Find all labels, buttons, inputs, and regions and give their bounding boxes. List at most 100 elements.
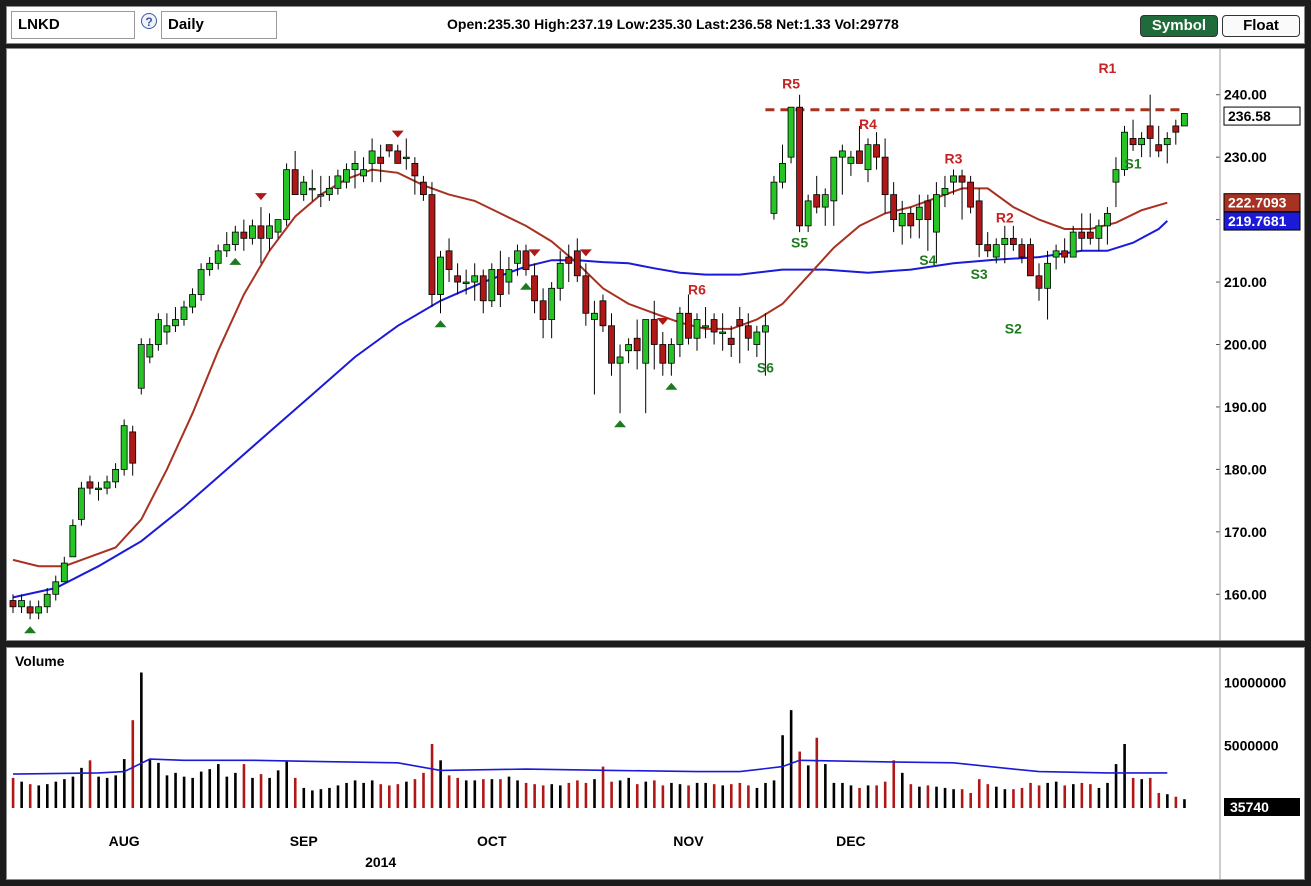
- candle: [172, 307, 179, 333]
- symbol-button[interactable]: Symbol: [1140, 15, 1218, 37]
- volume-bar: [832, 782, 836, 808]
- volume-bar: [901, 772, 904, 808]
- candle: [240, 219, 248, 251]
- candle: [112, 463, 119, 489]
- candle: [1061, 238, 1069, 264]
- candle: [505, 257, 513, 295]
- question-circle-icon[interactable]: ?: [141, 13, 157, 29]
- candle-body: [1027, 244, 1034, 277]
- candle: [377, 144, 385, 183]
- resistance-label: R5: [782, 75, 800, 91]
- candle: [103, 475, 111, 495]
- candle: [231, 225, 239, 251]
- candle: [69, 519, 77, 558]
- candle: [1027, 238, 1034, 277]
- symbol-input[interactable]: LNKD: [11, 11, 135, 39]
- candle: [890, 182, 898, 233]
- volume-bar: [165, 775, 169, 808]
- candle: [1009, 225, 1017, 251]
- candle-body: [317, 194, 325, 197]
- candle-body: [154, 319, 162, 345]
- candle-body: [659, 344, 667, 364]
- volume-bar: [148, 759, 152, 808]
- candle-body: [873, 144, 880, 158]
- period-select[interactable]: Daily: [161, 11, 277, 39]
- candle-body: [334, 175, 342, 189]
- volume-bar: [46, 784, 49, 808]
- resistance-label: R4: [859, 116, 877, 132]
- candle: [967, 175, 974, 214]
- volume-bar: [695, 782, 699, 808]
- volume-bar: [242, 764, 246, 808]
- volume-bar: [644, 781, 648, 808]
- volume-bar: [618, 780, 622, 808]
- candle-body: [43, 593, 51, 608]
- candle: [710, 313, 718, 345]
- volume-bar: [584, 782, 588, 808]
- candle-body: [582, 275, 590, 314]
- candle-body: [719, 331, 727, 334]
- candle: [573, 238, 581, 283]
- candle-body: [685, 312, 692, 339]
- y-tick-label: 240.00: [1224, 87, 1267, 103]
- candle-body: [924, 200, 932, 221]
- candle-body: [445, 250, 453, 270]
- volume-bar: [524, 782, 528, 808]
- candle: [1155, 125, 1163, 158]
- volume-bar: [1140, 779, 1143, 808]
- candle-body: [1069, 231, 1077, 258]
- volume-bar: [627, 777, 630, 808]
- candle: [1044, 250, 1051, 320]
- price-chart-panel: 240.00230.00220.00210.00200.00190.00180.…: [6, 48, 1305, 641]
- volume-bar: [1106, 782, 1109, 808]
- candle: [1069, 225, 1077, 258]
- volume-bar: [670, 782, 673, 808]
- candle-body: [103, 481, 111, 489]
- candle: [975, 188, 983, 258]
- candle: [659, 332, 667, 376]
- candle-body: [496, 269, 504, 295]
- candle: [1018, 238, 1026, 264]
- volume-bar: [1148, 777, 1152, 808]
- candle-body: [274, 219, 282, 233]
- volume-bar: [319, 789, 323, 808]
- candle-body: [984, 244, 992, 252]
- volume-bar: [926, 785, 930, 808]
- candle: [445, 238, 453, 283]
- volume-bar: [601, 766, 605, 808]
- volume-bar: [909, 784, 913, 808]
- x-month-label: NOV: [673, 833, 704, 849]
- candle-body: [18, 600, 25, 608]
- candle-body: [197, 269, 205, 295]
- candle-body: [283, 169, 291, 221]
- float-button[interactable]: Float: [1222, 15, 1300, 37]
- volume-bar: [345, 782, 348, 808]
- candle: [120, 419, 128, 476]
- candle-body: [804, 200, 812, 227]
- candle: [291, 150, 299, 196]
- volume-bar: [28, 784, 32, 808]
- candle: [1146, 94, 1154, 158]
- candle: [52, 575, 60, 601]
- candle: [933, 182, 940, 264]
- candle: [1095, 219, 1103, 251]
- candle-body: [693, 319, 701, 339]
- candle-body: [112, 468, 119, 483]
- candle-body: [565, 256, 573, 264]
- candle: [214, 244, 222, 270]
- volume-bar: [798, 751, 801, 808]
- candle-body: [343, 169, 350, 183]
- volume-last-label: 35740: [1230, 799, 1269, 815]
- candle-body: [933, 194, 940, 233]
- volume-bar: [661, 785, 665, 808]
- candle-body: [488, 269, 496, 302]
- candle-body: [1172, 125, 1180, 133]
- candle-body: [548, 287, 556, 320]
- volume-bar: [105, 777, 109, 808]
- candle: [770, 175, 778, 220]
- candle: [1121, 125, 1128, 176]
- volume-bar: [1080, 782, 1084, 808]
- candle-body: [1163, 138, 1171, 146]
- candle-body: [1121, 131, 1128, 171]
- candle-body: [1052, 250, 1060, 258]
